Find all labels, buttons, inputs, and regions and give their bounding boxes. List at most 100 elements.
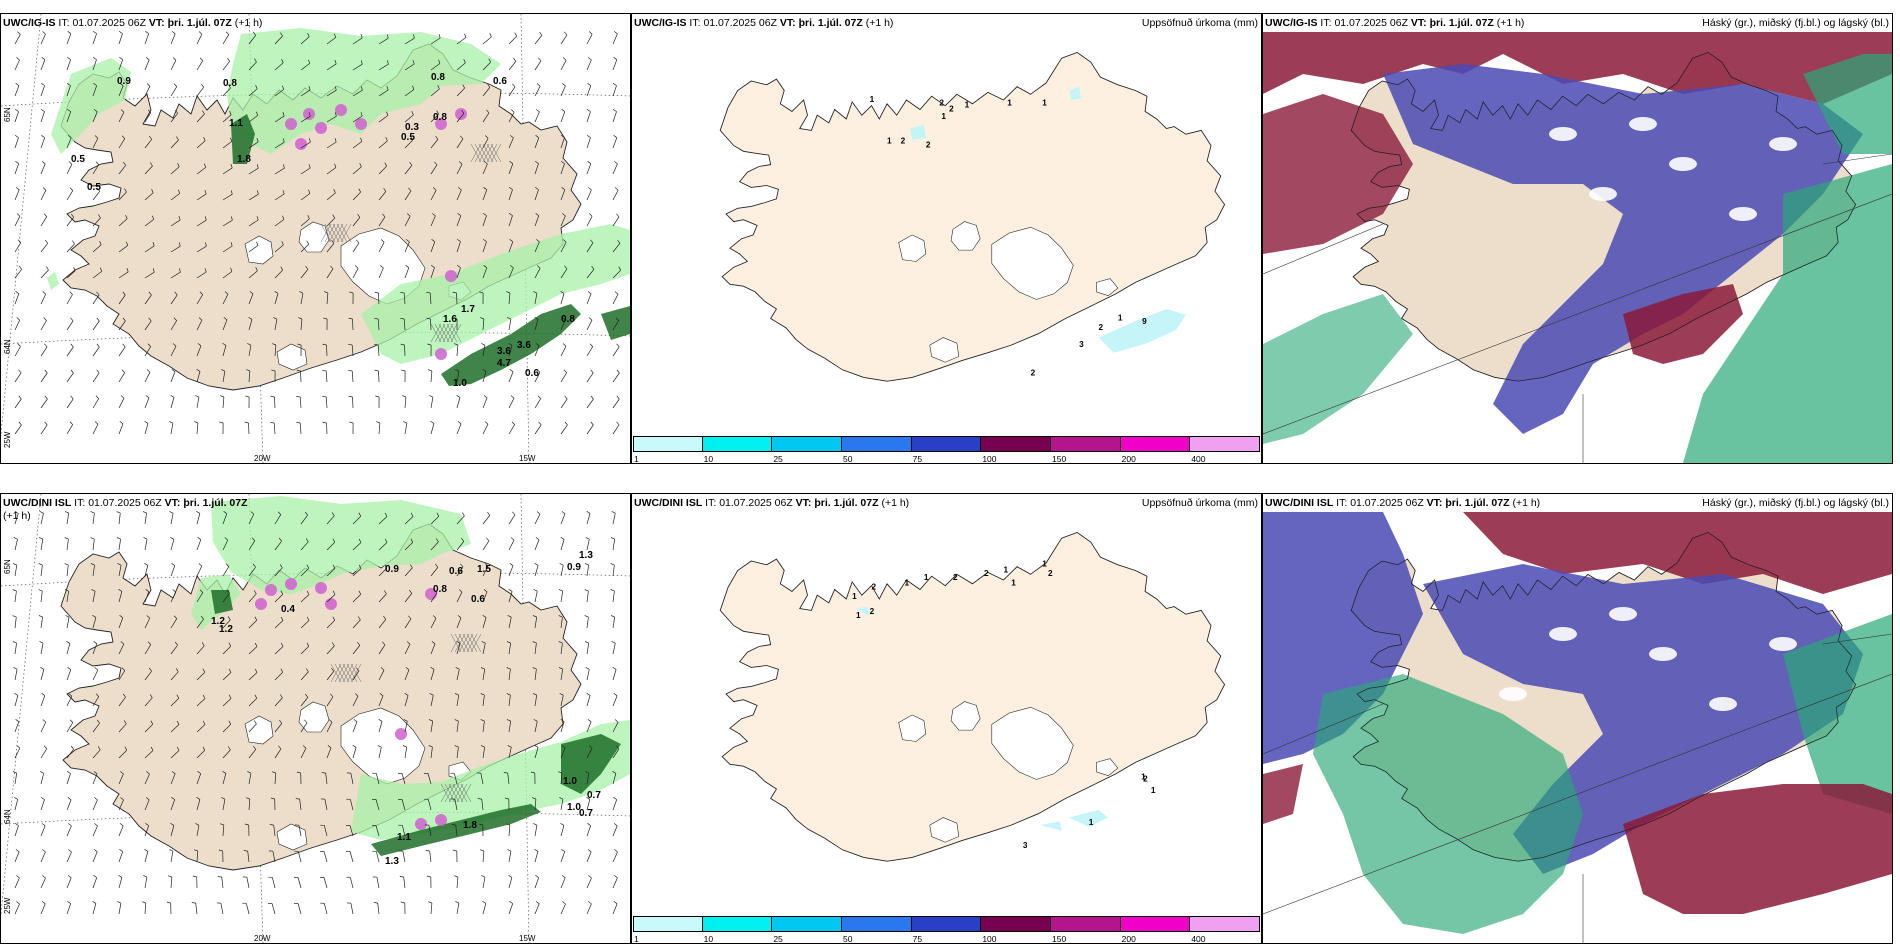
wind-barb [534, 86, 541, 97]
cloud-gap [1649, 647, 1677, 661]
wind-barb [144, 139, 152, 149]
wind-barb-feather [124, 188, 127, 193]
wind-barb-feather [224, 537, 229, 541]
wind-barb [40, 424, 48, 435]
wind-barb-feather [143, 875, 148, 878]
colorbar-swatch [842, 916, 912, 932]
it-label: IT: [705, 497, 717, 509]
wind-barb-feather [90, 537, 95, 540]
precip-value-label: 0.8 [223, 78, 237, 89]
wind-barb [586, 669, 590, 681]
wind-barb-feather [610, 563, 615, 566]
wind-barb-feather [464, 33, 467, 38]
wind-barb-feather [352, 745, 357, 748]
wind-barb [482, 87, 491, 97]
wind-barb-feather [218, 849, 223, 852]
convective-cell [265, 584, 277, 596]
wind-barb-feather [125, 214, 128, 219]
wind-barb [375, 773, 380, 785]
wind-barb [560, 877, 566, 889]
wind-barb-feather [587, 849, 592, 853]
wind-barb-feather [428, 369, 433, 372]
wind-barb-feather [123, 720, 127, 724]
wind-barb [222, 698, 232, 707]
wind-barbs [14, 31, 622, 435]
wind-barb-feather [298, 317, 303, 320]
wind-barb-feather [178, 242, 181, 247]
wind-barb [274, 167, 285, 175]
glacier-outline [991, 226, 1074, 300]
wind-barb [66, 513, 70, 525]
wind-barb-feather [400, 901, 405, 904]
wind-barb [430, 669, 435, 681]
wind-barb-feather [559, 797, 564, 800]
colorbar-swatch [911, 916, 982, 932]
coastline-overlay [1350, 52, 1856, 382]
wind-barb-feather [68, 161, 73, 165]
wind-barb-feather [96, 291, 100, 296]
wind-barb [40, 269, 49, 279]
wind-barb [66, 320, 74, 331]
wind-barb-feather [613, 31, 618, 35]
wind-barb [612, 643, 616, 655]
wind-barb [300, 671, 309, 681]
wind-barb [14, 747, 21, 759]
wind-barb-feather [203, 136, 206, 141]
wind-barb [144, 165, 153, 175]
wind-barb-feather [534, 849, 539, 852]
wind-barb [508, 424, 515, 435]
wind-barb [274, 646, 284, 655]
wind-barb-feather [426, 291, 431, 294]
wind-barb-feather [412, 34, 415, 39]
wind-barb-feather [380, 239, 385, 243]
wind-barb-feather [427, 901, 433, 904]
wind-barb [323, 903, 328, 915]
lead-time: (+1 h) [234, 17, 263, 29]
wind-barb-feather [360, 112, 363, 117]
wind-barb-feather [281, 85, 285, 90]
wind-barb [352, 63, 363, 71]
wind-barb [222, 619, 231, 629]
wind-barb [612, 294, 619, 305]
precip-value-label: 0.9 [117, 76, 131, 87]
wind-barb-feather [221, 797, 226, 800]
cloud-field-title: Háský (gr.), miðský (fj.bl.) og lágský (… [1702, 17, 1889, 29]
precip-value-label: 1 [1011, 579, 1016, 588]
wind-barb [378, 140, 388, 149]
wind-barb [560, 215, 566, 227]
wind-barb [482, 850, 485, 863]
wind-barb [92, 513, 95, 525]
wind-barb [40, 565, 43, 577]
wind-barb [14, 424, 22, 435]
wind-barb [92, 722, 100, 733]
wind-barb [144, 112, 152, 123]
wind-barb-feather [457, 421, 462, 425]
wind-barb-feather [327, 745, 332, 749]
wind-barb-feather [223, 317, 228, 321]
wind-barb [560, 293, 565, 305]
wind-barb [456, 903, 460, 915]
wind-barb [428, 825, 432, 837]
wind-barb [92, 903, 97, 915]
wind-barb [482, 241, 487, 253]
it-value: 01.07.2025 06Z [72, 17, 146, 29]
wind-barb [66, 164, 73, 175]
heavy-precip-band [601, 306, 630, 340]
wind-barb [586, 346, 593, 357]
hatched-area [470, 143, 502, 163]
wind-barb-feather [426, 875, 431, 878]
wind-barb-feather [506, 693, 511, 696]
wind-barb-feather [614, 875, 618, 879]
wind-barb [456, 164, 463, 175]
precip-value-label: 0.6 [471, 594, 485, 605]
wind-map-layers: 0.9 0.81.10.50.50.80.80.60.50.33.64.73.60… [1, 14, 630, 463]
hatched-area [320, 223, 352, 243]
wind-barb [404, 165, 413, 175]
wind-barb [196, 565, 203, 577]
wind-barb-feather [588, 213, 593, 217]
wind-barb-feather [613, 797, 617, 800]
wind-barb-feather [306, 240, 310, 245]
wind-barb [326, 515, 335, 525]
wind-barb [170, 219, 181, 227]
wind-barb [430, 370, 433, 383]
